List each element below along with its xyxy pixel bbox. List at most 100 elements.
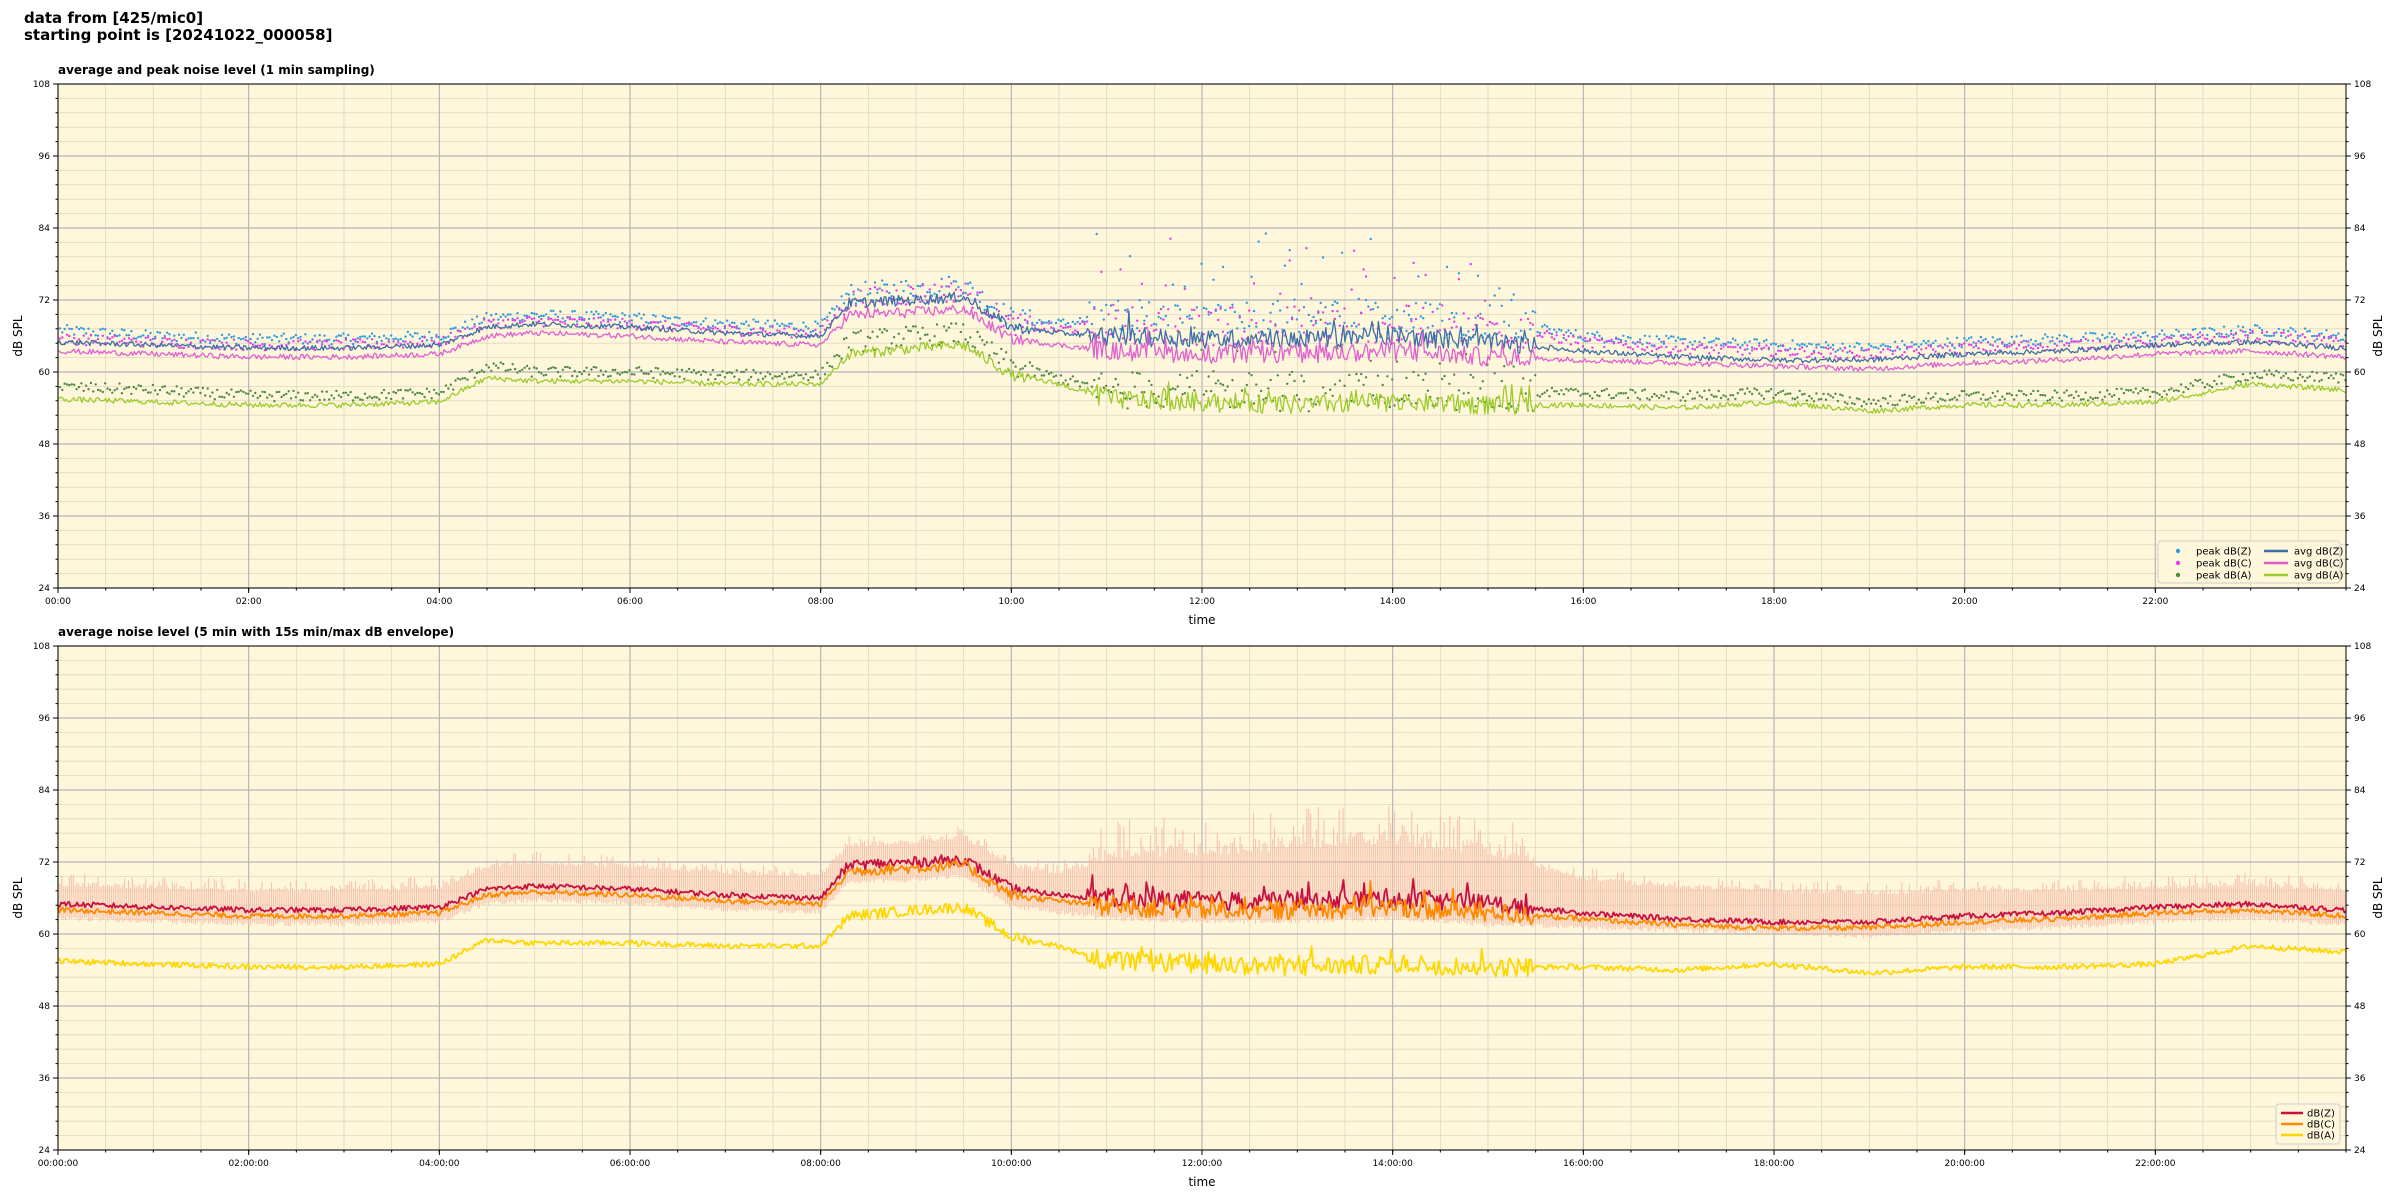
data-point: [1217, 318, 1220, 322]
data-point: [142, 389, 145, 392]
data-point: [1312, 315, 1315, 319]
data-point: [68, 327, 71, 330]
ytick-label-right: 48: [2354, 440, 2366, 450]
data-point: [1028, 315, 1032, 318]
data-point: [1002, 357, 1005, 361]
data-point: [518, 369, 522, 373]
data-point: [125, 334, 128, 337]
data-point: [263, 343, 267, 346]
data-point: [2213, 379, 2216, 383]
data-point: [1314, 319, 1318, 323]
data-point: [1281, 394, 1284, 398]
data-point: [1646, 341, 1649, 345]
data-point: [1941, 398, 1944, 401]
data-point: [2246, 334, 2249, 337]
data-point: [2303, 327, 2307, 330]
data-point: [606, 375, 610, 378]
data-point: [2196, 336, 2199, 340]
data-point: [1526, 317, 1530, 321]
data-point: [63, 327, 66, 331]
data-point: [1693, 340, 1697, 343]
data-point: [173, 338, 176, 341]
data-point: [1340, 251, 1344, 254]
data-point: [2334, 372, 2338, 375]
data-point: [192, 391, 195, 394]
data-point: [2022, 339, 2026, 342]
data-point: [854, 332, 858, 335]
data-point: [2172, 334, 2176, 338]
data-point: [1674, 391, 1678, 394]
data-point: [2168, 388, 2171, 391]
data-point: [118, 334, 121, 337]
data-point: [1598, 334, 1601, 337]
xtick-label: 10:00:00: [991, 1159, 1032, 1169]
data-point: [630, 319, 634, 322]
data-point: [1534, 346, 1537, 349]
data-point: [220, 333, 224, 337]
data-point: [814, 369, 817, 372]
data-point: [1753, 347, 1756, 350]
data-point: [2315, 371, 2319, 374]
data-point: [1545, 325, 1549, 328]
data-point: [921, 326, 924, 329]
data-point: [154, 337, 157, 340]
data-point: [540, 372, 543, 375]
data-point: [2184, 386, 2187, 389]
data-point: [604, 311, 607, 315]
ytick-label: 24: [39, 584, 51, 594]
data-point: [104, 382, 107, 385]
data-point: [1684, 399, 1687, 403]
data-point: [2048, 340, 2052, 343]
data-point: [206, 334, 209, 338]
data-point: [409, 340, 412, 344]
data-point: [2127, 338, 2130, 341]
data-point: [356, 337, 359, 340]
data-point: [1155, 401, 1158, 405]
data-point: [1276, 299, 1280, 302]
data-point: [2203, 386, 2207, 389]
data-point: [1953, 346, 1956, 350]
data-point: [149, 338, 152, 342]
data-point: [230, 336, 233, 339]
data-point: [1467, 317, 1470, 320]
data-point: [1250, 374, 1253, 377]
data-point: [506, 313, 510, 316]
data-point: [1107, 313, 1110, 316]
data-point: [1750, 392, 1754, 396]
data-point: [792, 328, 796, 331]
legend-box: [2157, 540, 2341, 584]
data-point: [911, 287, 915, 290]
data-point: [799, 374, 803, 377]
data-point: [192, 336, 195, 340]
data-point: [757, 378, 760, 381]
data-point: [830, 307, 834, 310]
data-point: [2158, 393, 2161, 396]
data-point: [1603, 345, 1606, 349]
data-point: [397, 338, 400, 342]
data-point: [1379, 335, 1382, 339]
data-point: [1019, 313, 1022, 316]
data-point: [144, 329, 147, 332]
data-point: [680, 368, 684, 372]
data-point: [676, 368, 679, 371]
data-point: [1083, 320, 1086, 323]
data-point: [2272, 334, 2276, 337]
data-point: [1979, 335, 1983, 339]
data-point: [2079, 398, 2083, 401]
data-point: [1667, 337, 1670, 340]
data-point: [1100, 270, 1103, 274]
data-point: [1724, 395, 1728, 398]
data-point: [1736, 392, 1740, 395]
data-point: [1653, 392, 1656, 396]
data-point: [2287, 330, 2290, 333]
data-point: [735, 325, 738, 328]
data-point: [1228, 405, 1232, 409]
data-point: [1710, 393, 1713, 396]
data-point: [1708, 352, 1711, 355]
data-point: [945, 300, 948, 304]
data-point: [1817, 343, 1821, 346]
data-point: [1743, 348, 1747, 351]
data-point: [185, 392, 188, 395]
data-point: [1197, 314, 1201, 317]
data-point: [942, 294, 946, 297]
